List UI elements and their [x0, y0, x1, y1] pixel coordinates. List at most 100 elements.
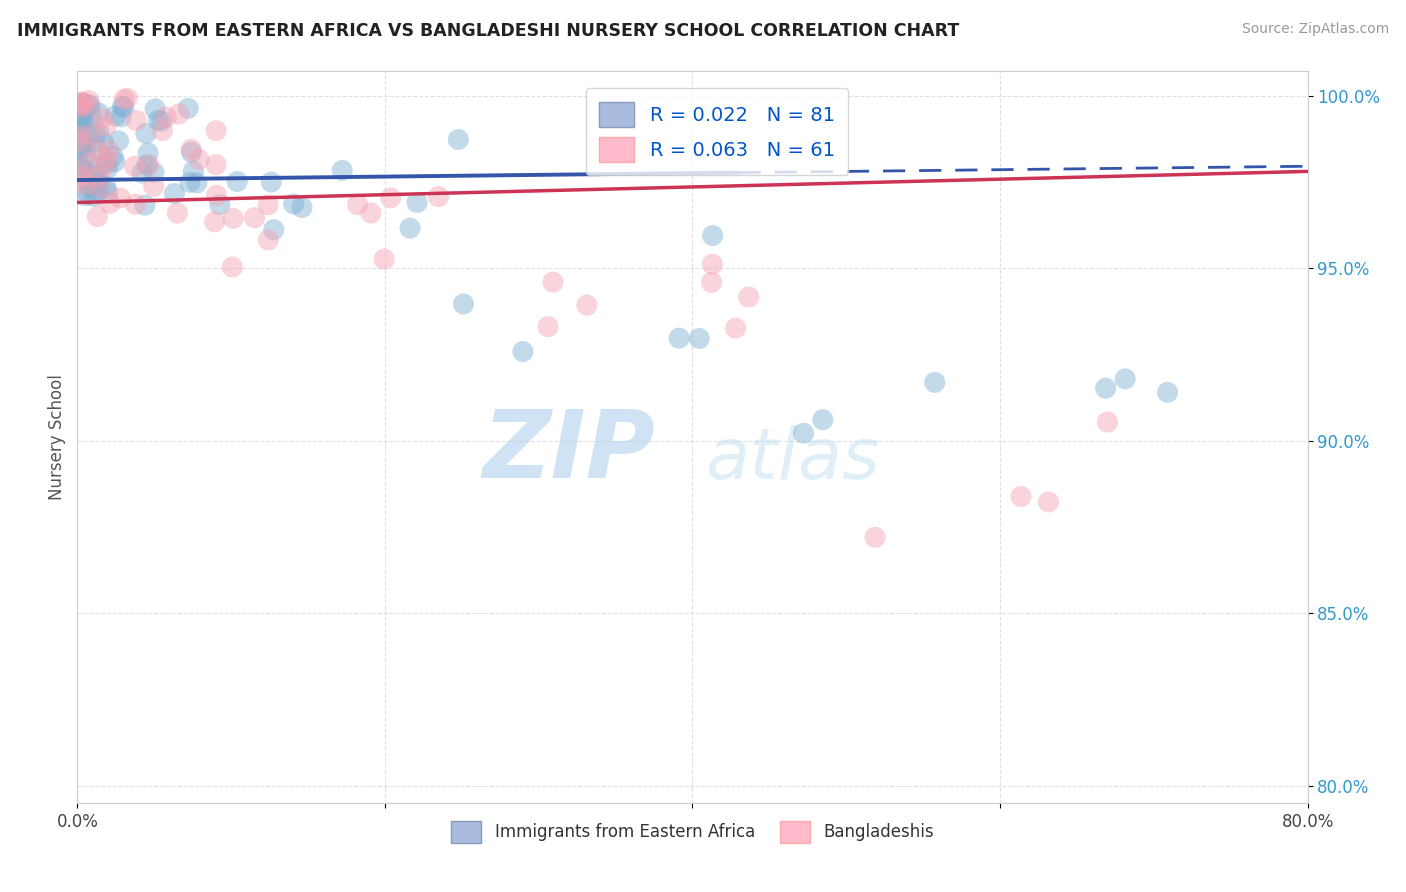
Point — [724, 321, 747, 335]
Point — [87, 175, 110, 189]
Point — [146, 113, 169, 128]
Point — [738, 290, 761, 304]
Point — [204, 215, 226, 229]
Point — [167, 107, 190, 121]
Point — [124, 159, 146, 173]
Point — [330, 163, 353, 178]
Point — [226, 174, 249, 188]
Point — [166, 206, 188, 220]
Point — [1097, 415, 1119, 429]
Point — [183, 164, 205, 178]
Point — [80, 128, 103, 142]
Point — [75, 172, 97, 186]
Point — [117, 91, 139, 105]
Point — [77, 94, 100, 108]
Point — [111, 99, 134, 113]
Point — [143, 165, 166, 179]
Point — [155, 110, 177, 124]
Point — [208, 197, 231, 211]
Point — [83, 189, 105, 203]
Point — [110, 191, 132, 205]
Point — [79, 181, 101, 195]
Point — [94, 158, 117, 172]
Point — [67, 126, 90, 140]
Point — [427, 189, 450, 203]
Point — [257, 233, 280, 247]
Point — [97, 161, 120, 176]
Point — [179, 175, 201, 189]
Text: Source: ZipAtlas.com: Source: ZipAtlas.com — [1241, 22, 1389, 37]
Point — [537, 319, 560, 334]
Point — [72, 113, 94, 128]
Point — [163, 186, 186, 201]
Point — [150, 114, 173, 128]
Point — [136, 146, 159, 161]
Point — [112, 92, 135, 106]
Point — [152, 123, 174, 137]
Point — [76, 98, 98, 112]
Point — [70, 141, 93, 155]
Point — [260, 175, 283, 189]
Point — [96, 155, 118, 169]
Point — [69, 172, 91, 186]
Point — [112, 100, 135, 114]
Point — [70, 95, 93, 109]
Point — [97, 144, 120, 158]
Point — [98, 196, 121, 211]
Point — [257, 198, 280, 212]
Point — [72, 168, 94, 182]
Point — [142, 179, 165, 194]
Point — [360, 206, 382, 220]
Point — [188, 153, 211, 167]
Point — [180, 145, 202, 160]
Point — [87, 143, 110, 157]
Point — [79, 98, 101, 112]
Point — [186, 176, 208, 190]
Point — [87, 180, 110, 194]
Point — [124, 197, 146, 211]
Point — [205, 158, 228, 172]
Point — [1114, 372, 1136, 386]
Point — [80, 108, 103, 122]
Point — [70, 137, 93, 152]
Point — [69, 100, 91, 114]
Point — [75, 148, 97, 162]
Point — [863, 530, 886, 544]
Point — [792, 426, 814, 441]
Point — [205, 124, 228, 138]
Point — [87, 169, 110, 184]
Point — [107, 134, 129, 148]
Point — [512, 344, 534, 359]
Point — [86, 210, 108, 224]
Point — [93, 136, 115, 151]
Point — [406, 195, 429, 210]
Point — [75, 188, 97, 202]
Point — [373, 252, 395, 266]
Point — [688, 331, 710, 345]
Point — [67, 135, 90, 149]
Point — [87, 160, 110, 174]
Point — [453, 297, 475, 311]
Text: atlas: atlas — [704, 425, 879, 493]
Point — [67, 161, 90, 176]
Point — [291, 201, 314, 215]
Point — [77, 155, 100, 169]
Point — [138, 158, 160, 172]
Point — [399, 221, 422, 235]
Point — [180, 143, 202, 157]
Point — [135, 158, 157, 172]
Point — [346, 197, 368, 211]
Point — [87, 106, 110, 120]
Point — [205, 188, 228, 202]
Point — [541, 275, 564, 289]
Point — [87, 184, 110, 198]
Point — [73, 178, 96, 192]
Point — [67, 118, 90, 132]
Point — [263, 223, 285, 237]
Point — [110, 110, 132, 124]
Point — [125, 113, 148, 128]
Point — [131, 166, 153, 180]
Point — [104, 154, 127, 169]
Point — [101, 149, 124, 163]
Point — [94, 119, 117, 133]
